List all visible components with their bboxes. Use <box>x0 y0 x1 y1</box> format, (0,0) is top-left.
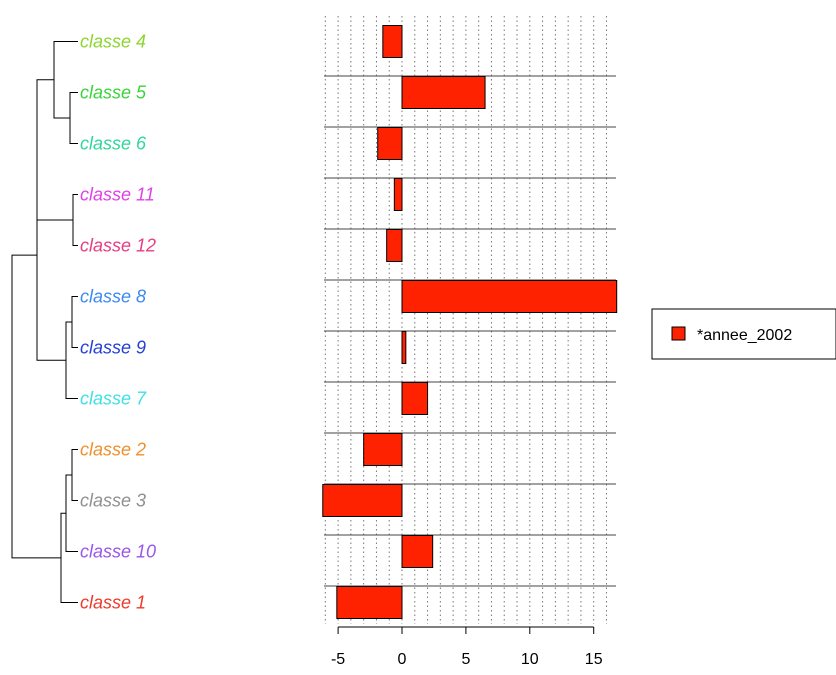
bar <box>401 280 618 313</box>
legend-swatch <box>671 326 686 341</box>
x-tick-label: 15 <box>585 651 603 668</box>
bar <box>393 178 403 211</box>
bar <box>401 382 429 415</box>
bar <box>336 586 403 619</box>
legend-label: *annee_2002 <box>697 327 792 344</box>
x-axis: -5 0 5 10 15 <box>331 626 603 668</box>
bars <box>322 25 618 619</box>
class-label: classe 1 <box>80 593 146 613</box>
dendrogram-branch <box>71 296 78 348</box>
x-tick-label: 0 <box>398 651 407 668</box>
class-label: classe 4 <box>80 32 146 52</box>
class-label: classe 7 <box>80 389 147 409</box>
class-label: classe 2 <box>80 440 146 460</box>
bar <box>377 127 403 160</box>
class-label: classe 9 <box>80 338 146 358</box>
bar <box>322 484 403 517</box>
dendrogram-branch <box>72 194 78 246</box>
dendrogram-branch <box>36 79 73 221</box>
x-tick-label: -5 <box>331 651 345 668</box>
dendrogram-branch <box>36 149 66 361</box>
dendrogram-branch <box>11 254 61 559</box>
x-tick-label: 5 <box>461 651 470 668</box>
class-label: classe 6 <box>80 134 147 154</box>
dendrogram-branch <box>69 92 78 144</box>
class-label: classe 8 <box>80 287 146 307</box>
bar <box>401 535 434 568</box>
bar <box>401 331 407 364</box>
dendrogram-branch <box>60 512 78 603</box>
bar <box>382 25 403 58</box>
legend: *annee_2002 <box>651 308 836 360</box>
dendrogram-branch <box>71 449 78 501</box>
dendrogram <box>11 41 78 603</box>
class-label: classe 10 <box>80 542 156 562</box>
dendrogram-branch <box>53 41 78 119</box>
bar <box>363 433 403 466</box>
class-label: classe 11 <box>80 185 155 205</box>
bar <box>386 229 403 262</box>
bar <box>401 76 486 109</box>
class-label: classe 12 <box>80 236 156 256</box>
class-label: classe 3 <box>80 491 146 511</box>
class-labels: classe 4 classe 5 classe 6 classe 11 classe … <box>80 32 156 613</box>
class-label: classe 5 <box>80 83 147 103</box>
x-tick-label: 10 <box>521 651 539 668</box>
